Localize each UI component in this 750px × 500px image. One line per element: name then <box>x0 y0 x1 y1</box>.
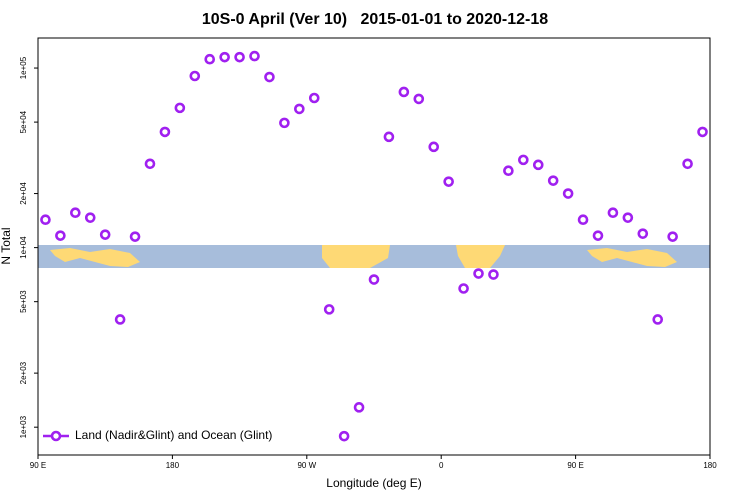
y-tick-label: 2e+03 <box>19 361 28 384</box>
data-point <box>458 283 469 294</box>
data-point <box>174 102 186 114</box>
data-point <box>338 430 350 442</box>
x-tick-label: 90 E <box>567 461 583 470</box>
y-tick-label: 2e+04 <box>19 182 28 205</box>
data-point <box>159 126 171 138</box>
data-point <box>622 212 634 223</box>
y-tick-label: 1e+04 <box>19 236 28 259</box>
plot-layer: 90 E 180 90 W 0 90 E 180 1e+03 2e+03 5e+03 1e+04 2… <box>19 50 717 470</box>
map-strip <box>38 245 710 268</box>
data-point <box>308 92 320 104</box>
data-point <box>473 268 484 279</box>
data-point <box>577 214 589 226</box>
data-point <box>682 158 693 170</box>
data-point <box>428 141 440 153</box>
data-point <box>40 214 51 226</box>
x-tick-label: 180 <box>166 461 180 470</box>
data-point <box>70 207 81 219</box>
x-tick-label: 90 E <box>30 461 46 470</box>
data-point <box>488 269 499 280</box>
data-point <box>413 93 425 105</box>
data-point <box>353 402 365 413</box>
y-tick-label: 1e+03 <box>19 415 28 438</box>
y-tick-label: 5e+04 <box>19 110 28 133</box>
x-tick-label: 0 <box>439 461 444 470</box>
data-point <box>398 86 410 98</box>
data-point <box>652 314 664 325</box>
data-point <box>55 230 66 241</box>
data-point <box>144 158 156 170</box>
data-point <box>129 231 141 242</box>
data-point <box>667 231 678 242</box>
data-point <box>368 274 380 285</box>
x-tick-label: 90 W <box>297 461 316 470</box>
data-point <box>294 103 305 115</box>
data-point <box>518 154 529 166</box>
data-point <box>84 212 96 223</box>
data-point <box>547 175 559 186</box>
legend-label: Land (Nadir&Glint) and Ocean (Glint) <box>75 428 272 442</box>
data-point <box>503 165 514 177</box>
data-point <box>562 188 574 199</box>
data-point <box>443 176 454 187</box>
x-axis-label: Longitude (deg E) <box>326 476 421 490</box>
data-point <box>219 51 230 63</box>
data-point <box>204 53 216 65</box>
data-point <box>279 117 290 129</box>
y-tick-label: 1e+05 <box>19 56 28 79</box>
y-tick-label: 5e+03 <box>19 290 28 313</box>
data-point <box>234 51 245 63</box>
data-point <box>114 314 126 325</box>
data-point <box>264 71 275 83</box>
data-point <box>189 70 201 82</box>
plot-frame <box>37 37 711 456</box>
x-tick-label: 180 <box>703 461 717 470</box>
data-point <box>532 159 544 171</box>
data-point <box>249 50 260 62</box>
data-point <box>383 131 395 143</box>
y-axis-label: N Total <box>0 227 13 264</box>
chart-title: 10S-0 April (Ver 10) 2015-01-01 to 2020-… <box>202 11 548 28</box>
data-point <box>697 126 708 138</box>
data-point <box>592 230 604 241</box>
data-point <box>323 304 335 315</box>
data-point <box>99 229 111 240</box>
legend-marker <box>50 430 62 442</box>
data-point <box>607 207 619 219</box>
data-point <box>637 228 649 239</box>
